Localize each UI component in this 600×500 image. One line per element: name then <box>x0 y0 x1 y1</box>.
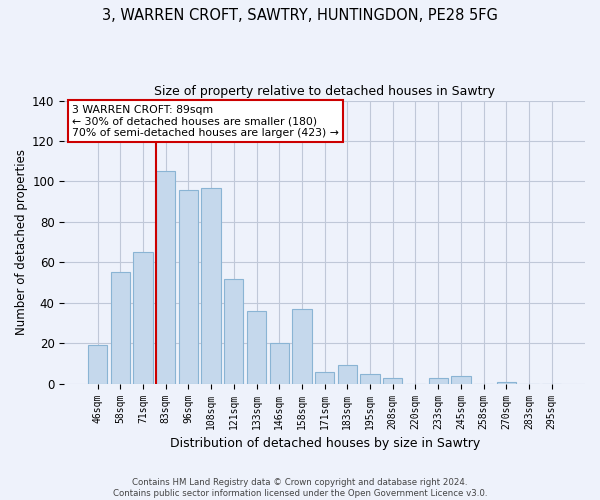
Bar <box>88 346 107 384</box>
Bar <box>497 382 516 384</box>
Text: 3, WARREN CROFT, SAWTRY, HUNTINGDON, PE28 5FG: 3, WARREN CROFT, SAWTRY, HUNTINGDON, PE2… <box>102 8 498 22</box>
X-axis label: Distribution of detached houses by size in Sawtry: Distribution of detached houses by size … <box>170 437 480 450</box>
Bar <box>361 374 380 384</box>
Title: Size of property relative to detached houses in Sawtry: Size of property relative to detached ho… <box>154 85 495 98</box>
Bar <box>292 309 311 384</box>
Bar <box>338 366 357 384</box>
Bar <box>383 378 403 384</box>
Bar <box>451 376 470 384</box>
Bar <box>428 378 448 384</box>
Text: Contains HM Land Registry data © Crown copyright and database right 2024.
Contai: Contains HM Land Registry data © Crown c… <box>113 478 487 498</box>
Bar <box>269 343 289 384</box>
Y-axis label: Number of detached properties: Number of detached properties <box>15 149 28 335</box>
Bar <box>247 311 266 384</box>
Text: 3 WARREN CROFT: 89sqm
← 30% of detached houses are smaller (180)
70% of semi-det: 3 WARREN CROFT: 89sqm ← 30% of detached … <box>72 105 339 138</box>
Bar <box>110 272 130 384</box>
Bar <box>315 372 334 384</box>
Bar <box>156 172 175 384</box>
Bar <box>202 188 221 384</box>
Bar <box>179 190 198 384</box>
Bar <box>224 278 244 384</box>
Bar <box>133 252 152 384</box>
